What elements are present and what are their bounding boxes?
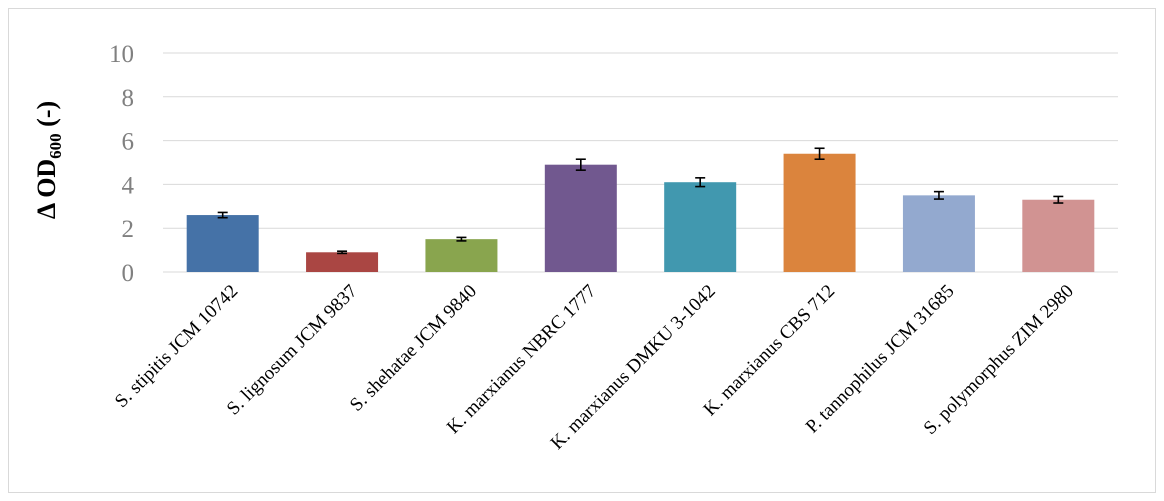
x-tick-label: S. stipitis JCM 10742 bbox=[111, 281, 242, 412]
bar bbox=[186, 215, 259, 272]
error-bar bbox=[217, 211, 228, 219]
bar bbox=[783, 153, 856, 272]
y-tick-label: 0 bbox=[122, 260, 135, 287]
error-bars bbox=[217, 147, 1064, 255]
bar bbox=[544, 164, 617, 272]
y-axis-tick-labels: 0 2 4 6 8 10 bbox=[109, 41, 135, 287]
error-bar bbox=[1053, 195, 1064, 204]
error-bar bbox=[695, 177, 706, 188]
error-bar bbox=[337, 250, 348, 255]
y-tick-label: 4 bbox=[122, 172, 135, 199]
y-axis-title-main: Δ OD bbox=[32, 159, 61, 219]
error-bar bbox=[575, 158, 586, 171]
bar bbox=[1022, 199, 1095, 272]
error-bar bbox=[814, 147, 825, 161]
bar bbox=[902, 195, 975, 272]
y-tick-label: 8 bbox=[122, 85, 135, 112]
y-axis-title: Δ OD600 (-) bbox=[32, 101, 65, 219]
bar bbox=[664, 182, 737, 272]
error-bar bbox=[456, 236, 467, 242]
bar bbox=[425, 239, 498, 272]
y-axis-title-subscript: 600 bbox=[46, 133, 65, 159]
y-tick-label: 10 bbox=[109, 41, 134, 68]
bar bbox=[306, 252, 379, 272]
error-bar bbox=[933, 190, 944, 200]
x-tick-label: S. shehatae JCM 9840 bbox=[346, 281, 481, 416]
bars bbox=[186, 153, 1095, 272]
y-tick-label: 2 bbox=[122, 216, 135, 243]
x-tick-label: K. marxianus CBS 712 bbox=[700, 281, 839, 420]
x-tick-label: S. lignosum JCM 9837 bbox=[223, 281, 362, 420]
y-axis-title-suffix: (-) bbox=[32, 101, 61, 133]
y-tick-label: 6 bbox=[122, 129, 135, 156]
